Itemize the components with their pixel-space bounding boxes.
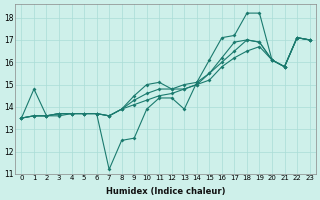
X-axis label: Humidex (Indice chaleur): Humidex (Indice chaleur) (106, 187, 225, 196)
